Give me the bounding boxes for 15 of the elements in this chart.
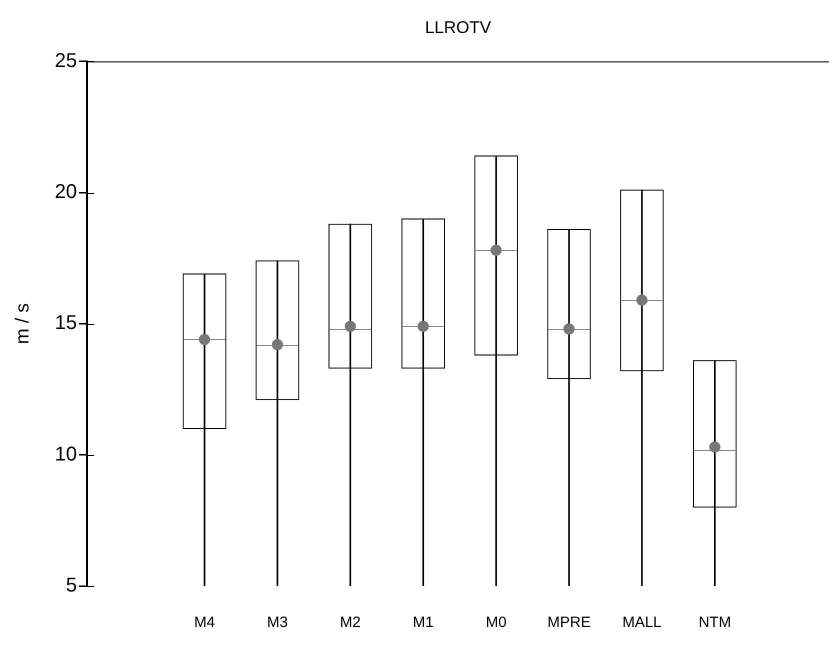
- x-tick-label: M1: [412, 614, 434, 632]
- x-tick-label: NTM: [698, 614, 732, 632]
- y-tick-label: 15: [54, 312, 77, 334]
- y-tick-label: 10: [54, 443, 77, 466]
- x-tick-label: MPRE: [547, 614, 591, 632]
- y-tick-label: 20: [54, 181, 77, 204]
- x-tick-label: M4: [194, 614, 215, 632]
- y-tick-label: 5: [66, 574, 77, 597]
- y-tick-label: 25: [54, 50, 77, 72]
- chart-title: LLROTV: [424, 18, 492, 37]
- x-tick-label: M0: [486, 614, 507, 632]
- x-tick-label: M3: [267, 614, 288, 632]
- x-tick-label: M2: [340, 614, 361, 632]
- x-tick-label: MALL: [622, 614, 662, 632]
- y-axis-title: m / s: [12, 303, 34, 344]
